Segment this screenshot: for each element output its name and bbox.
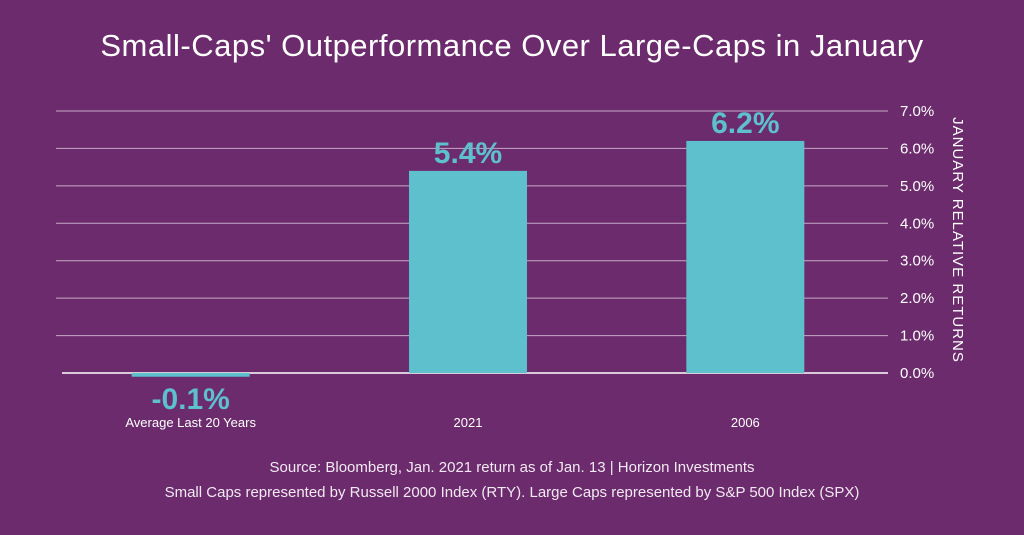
bar <box>409 170 527 373</box>
x-tick-label: 2006 <box>731 415 760 430</box>
y-tick-label: 6.0% <box>900 140 934 157</box>
y-tick-label: 0.0% <box>900 365 934 382</box>
x-axis-ticks: Average Last 20 Years 2021 2006 <box>125 415 759 430</box>
chart-title: Small-Caps' Outperformance Over Large-Ca… <box>100 28 924 63</box>
y-axis-ticks: 0.0% 1.0% 2.0% 3.0% 4.0% 5.0% 6.0% 7.0% <box>900 103 934 382</box>
source-note: Source: Bloomberg, Jan. 2021 return as o… <box>269 459 755 476</box>
data-label: 6.2% <box>711 107 779 140</box>
x-tick-label: Average Last 20 Years <box>125 415 256 430</box>
y-tick-label: 1.0% <box>900 328 934 345</box>
y-tick-label: 2.0% <box>900 290 934 307</box>
bar <box>686 140 805 373</box>
y-tick-label: 5.0% <box>900 178 934 195</box>
bar <box>131 373 250 377</box>
index-note: Small Caps represented by Russell 2000 I… <box>164 484 860 501</box>
y-tick-label: 3.0% <box>900 253 934 270</box>
x-tick-label: 2021 <box>454 415 483 430</box>
y-axis-label: JANUARY RELATIVE RETURNS <box>949 117 966 363</box>
data-label: -0.1% <box>151 383 229 416</box>
data-labels: -0.1% 5.4% 6.2% <box>151 107 779 416</box>
bars <box>131 140 805 377</box>
y-tick-label: 4.0% <box>900 215 934 232</box>
data-label: 5.4% <box>434 137 502 170</box>
y-tick-label: 7.0% <box>900 103 934 120</box>
